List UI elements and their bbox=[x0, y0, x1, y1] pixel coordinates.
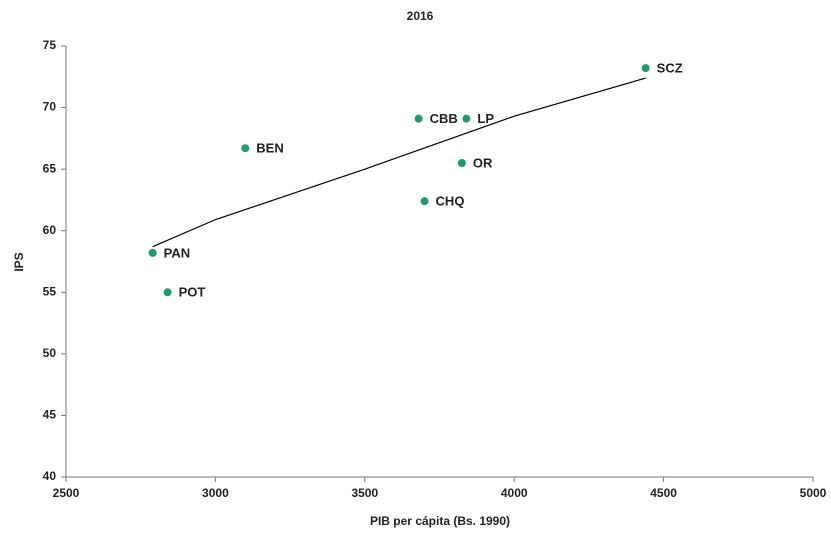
x-tick-label: 4500 bbox=[650, 486, 677, 500]
y-tick-label: 50 bbox=[43, 346, 57, 360]
y-tick-label: 60 bbox=[43, 223, 57, 237]
x-tick-label: 3000 bbox=[202, 486, 229, 500]
x-axis-label: PIB per cápita (Bs. 1990) bbox=[370, 514, 510, 528]
point-label: POT bbox=[179, 285, 206, 300]
point bbox=[241, 144, 250, 153]
point bbox=[457, 158, 466, 167]
point bbox=[148, 248, 157, 257]
point bbox=[641, 64, 650, 73]
point-label: OR bbox=[473, 155, 493, 170]
point bbox=[163, 288, 172, 297]
point-label: BEN bbox=[256, 141, 283, 156]
point bbox=[462, 114, 471, 123]
point-label: SCZ bbox=[657, 61, 683, 76]
y-tick-label: 75 bbox=[43, 38, 57, 52]
x-tick-label: 3500 bbox=[351, 486, 378, 500]
point-label: CBB bbox=[430, 111, 458, 126]
y-tick-label: 70 bbox=[43, 100, 57, 114]
point bbox=[420, 197, 429, 206]
point bbox=[414, 114, 423, 123]
point-label: LP bbox=[477, 111, 494, 126]
y-tick-label: 65 bbox=[43, 161, 57, 175]
chart-title: 2016 bbox=[407, 9, 434, 23]
y-axis-label: IPS bbox=[12, 252, 26, 271]
y-tick-label: 55 bbox=[43, 284, 57, 298]
x-tick-label: 5000 bbox=[800, 486, 827, 500]
trendline bbox=[152, 77, 646, 248]
point-label: CHQ bbox=[436, 194, 465, 209]
y-tick-label: 40 bbox=[43, 469, 57, 483]
point-label: PAN bbox=[164, 245, 190, 260]
y-tick-label: 45 bbox=[43, 408, 57, 422]
x-tick-label: 4000 bbox=[501, 486, 528, 500]
x-tick-label: 2500 bbox=[53, 486, 80, 500]
